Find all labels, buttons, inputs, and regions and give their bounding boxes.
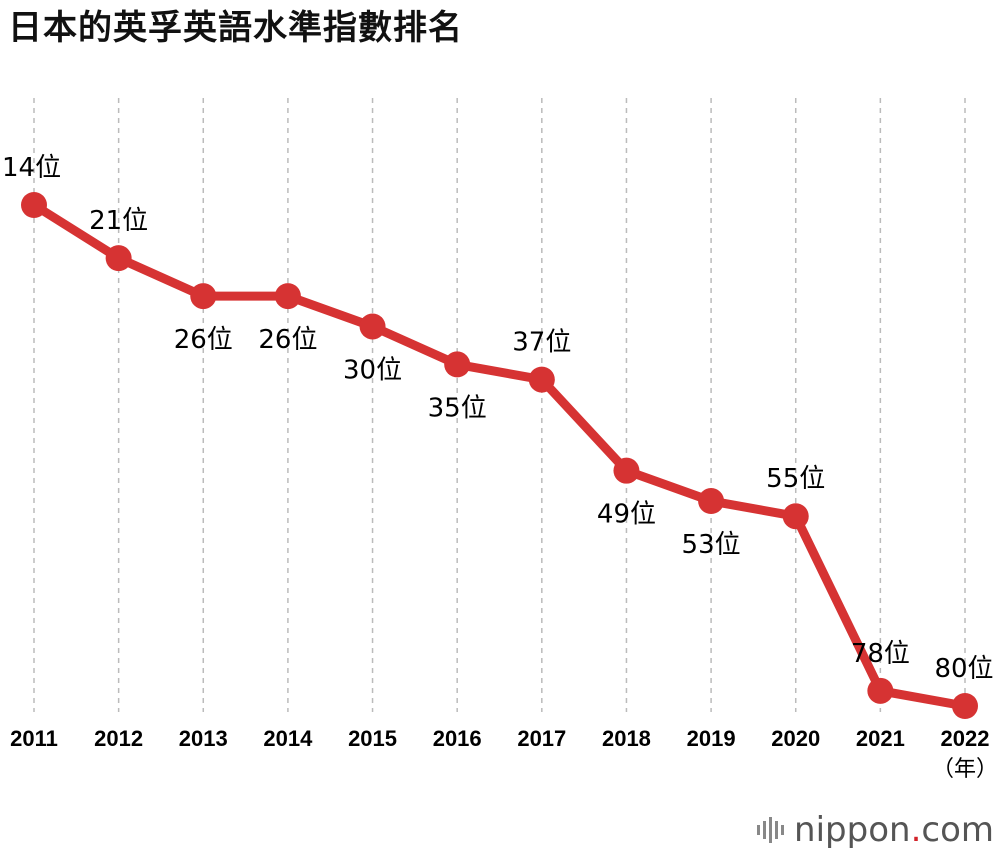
data-label-2011: 14位 [2,153,61,183]
data-label-2015: 30位 [343,355,402,385]
x-tick-2019: 2019 [687,726,736,751]
brand-logo: nippon. com [757,810,994,850]
x-tick-2014: 2014 [263,726,313,751]
x-axis-labels: 2011 2012 2013 2014 2015 2016 2017 2018 2019 2020… [10,726,989,751]
data-point-2017 [528,366,555,393]
x-tick-2016: 2016 [433,726,482,751]
brand-mark-icon [757,815,785,845]
data-label-2014: 26位 [258,325,317,355]
data-label-2016: 35位 [428,393,487,423]
data-label-2017: 37位 [512,328,571,358]
x-tick-2018: 2018 [602,726,651,751]
data-point-2018 [613,457,640,484]
brand-name: nippon [794,810,911,850]
x-tick-2015: 2015 [348,726,397,751]
data-label-2020: 55位 [766,464,825,494]
brand-dot: . [910,810,922,850]
chart-title: 日本的英孚英語水準指數排名 [8,8,463,48]
brand-suffix: com [921,810,994,850]
data-label-2019: 53位 [682,530,741,560]
data-label-2013: 26位 [174,325,233,355]
data-point-2014 [274,283,301,310]
series-line-layer [29,200,970,711]
data-point-2011 [21,192,47,218]
x-tick-2013: 2013 [179,726,228,751]
data-point-2020 [782,503,809,530]
x-axis-unit: （年） [932,757,998,782]
x-tick-2021: 2021 [856,726,905,751]
data-point-2012 [105,245,132,272]
grid-lines [33,98,966,712]
data-point-2015 [359,313,386,340]
x-tick-2022: 2022 [941,726,990,751]
data-point-2022 [952,693,978,719]
series-line [29,200,970,711]
x-tick-2012: 2012 [94,726,143,751]
x-tick-2020: 2020 [771,726,820,751]
data-points [21,192,978,719]
data-labels: 14位 21位 26位 26位 30位 35位 37位 49位 53位 55位 78位 80位 [2,153,994,684]
data-point-2021 [867,677,894,704]
data-point-2019 [698,488,725,515]
data-label-2021: 78位 [851,639,910,669]
data-label-2022: 80位 [934,654,993,684]
data-label-2012: 21位 [89,206,148,236]
x-tick-2011: 2011 [10,726,58,751]
data-point-2013 [190,283,217,310]
data-point-2016 [444,351,471,378]
data-label-2018: 49位 [597,500,656,530]
x-tick-2017: 2017 [517,726,566,751]
